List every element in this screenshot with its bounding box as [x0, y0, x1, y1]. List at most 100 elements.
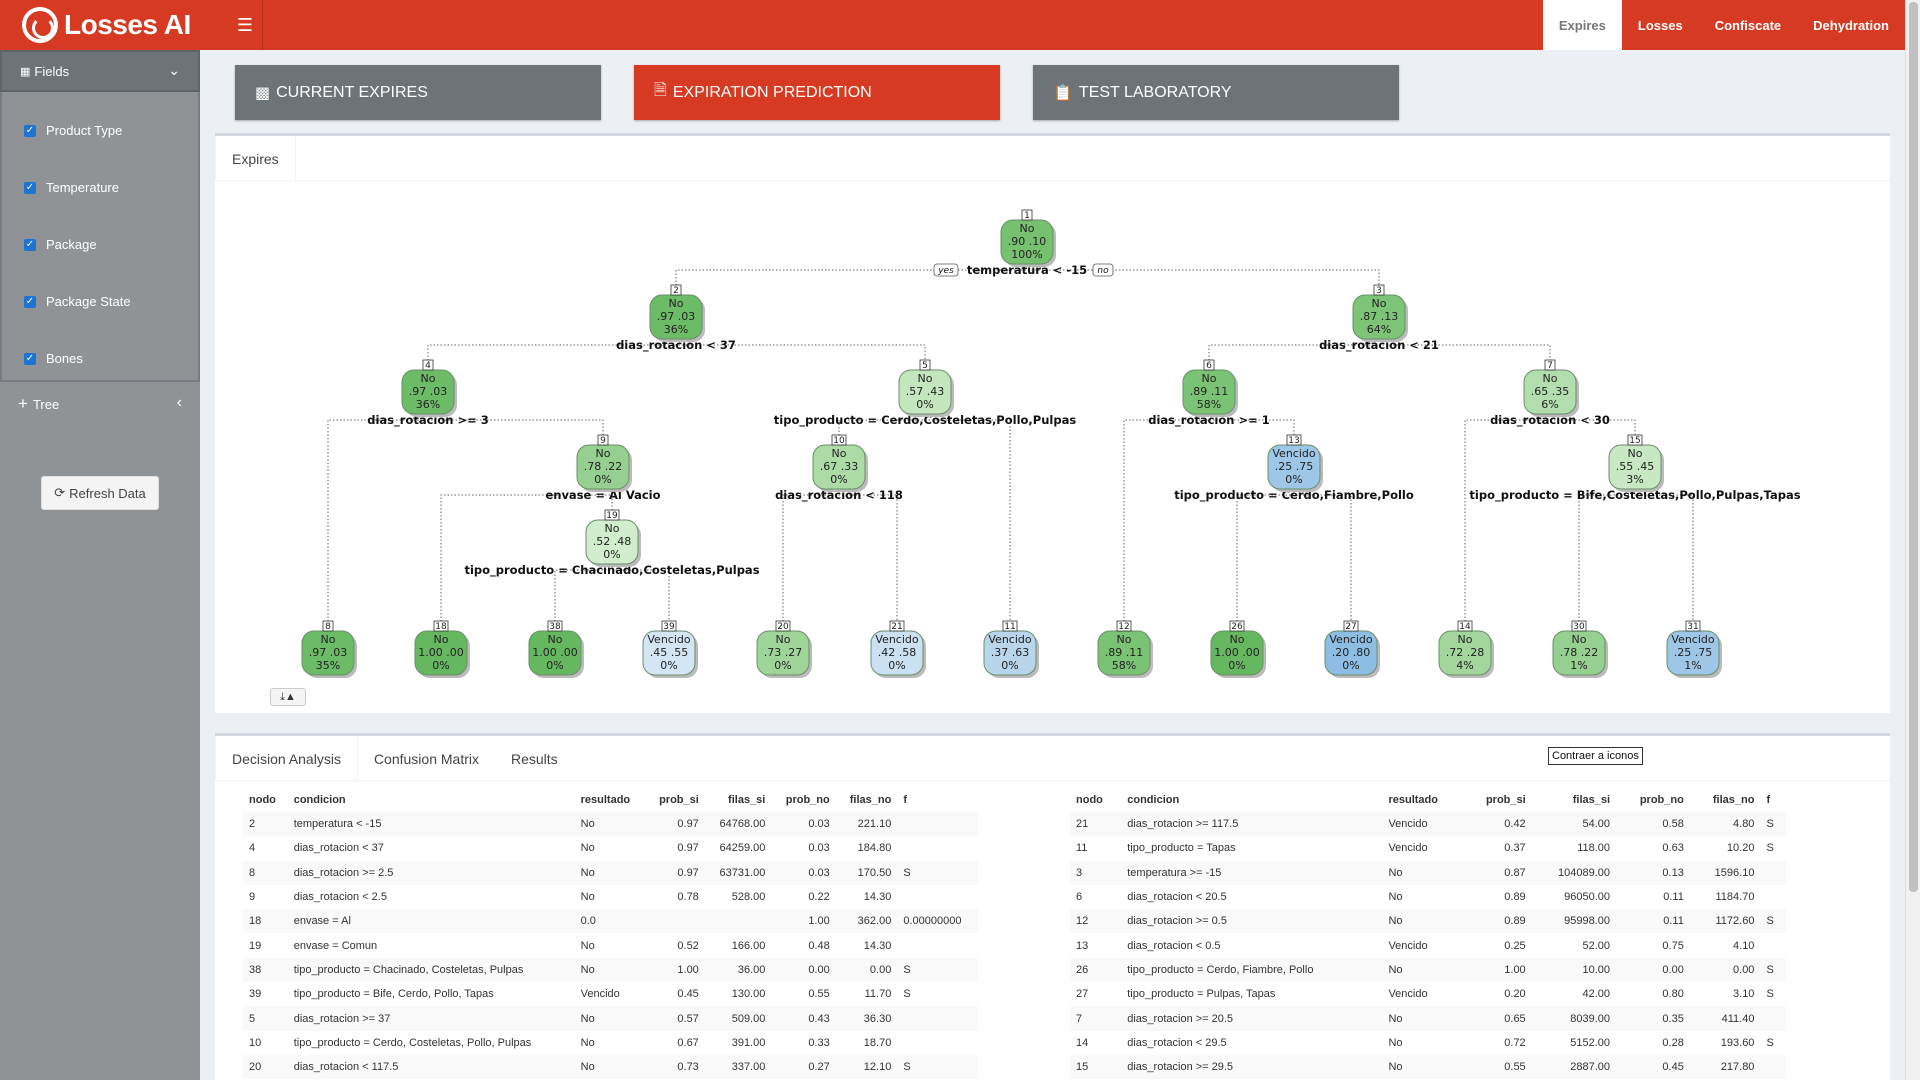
column-header[interactable]: prob_si — [1485, 794, 1526, 806]
refresh-data-button[interactable]: ⟳ Refresh Data — [41, 476, 159, 510]
table-cell: 0.72 — [1504, 1036, 1526, 1049]
table-cell: 0.97 — [645, 812, 705, 837]
column-header[interactable]: nodo — [249, 794, 276, 806]
field-checkbox-item[interactable]: ✓ Bones — [2, 330, 198, 387]
tab-confusion-matrix[interactable]: Confusion Matrix — [373, 750, 479, 767]
refresh-label: Refresh Data — [69, 485, 146, 501]
node-pct: 64% — [1367, 323, 1391, 336]
scrollbar-thumb[interactable] — [1909, 2, 1918, 892]
column-header[interactable]: filas_no — [849, 794, 892, 806]
table-cell: 0.00 — [835, 957, 898, 983]
table-cell: 1.00 — [645, 957, 705, 983]
table-cell: 0.22 — [808, 891, 830, 904]
table-cell: S — [903, 988, 911, 1001]
column-header[interactable]: prob_si — [659, 794, 699, 806]
current-expires-button[interactable]: ▩ CURRENT EXPIRES — [235, 65, 601, 120]
table-cell: Vencido — [1388, 988, 1428, 1001]
column-header[interactable]: resultado — [1388, 794, 1438, 806]
app-logo[interactable]: Losses AI — [0, 0, 263, 50]
node-id: 10 — [833, 436, 845, 446]
table-cell: 5152.00 — [1570, 1036, 1611, 1049]
test-laboratory-button[interactable]: 📋 TEST LABORATORY — [1033, 65, 1399, 120]
column-header[interactable]: filas_si — [1572, 794, 1611, 806]
node-cls: No — [605, 522, 620, 535]
checkbox[interactable]: ✓ — [24, 238, 36, 251]
table-cell — [704, 909, 772, 934]
tree-node[interactable]: 9No.78 .220% — [576, 434, 632, 492]
column-header[interactable]: prob_no — [785, 794, 830, 806]
column-header[interactable]: filas_no — [1712, 794, 1755, 806]
table-cell: 6 — [1076, 891, 1083, 904]
node-id: 21 — [891, 622, 902, 632]
nav-tab-losses[interactable]: Losses — [1637, 17, 1683, 33]
tree-section-header[interactable]: + Tree ‹ — [0, 382, 200, 426]
column-header[interactable]: f — [903, 794, 907, 806]
table-cell: 0.73 — [645, 1054, 705, 1080]
nav-tab-dehydration[interactable]: Dehydration — [1813, 17, 1889, 33]
field-checkbox-item[interactable]: ✓ Temperature — [2, 159, 198, 216]
tree-label: Tree — [32, 396, 60, 412]
checkbox[interactable]: ✓ — [24, 181, 36, 194]
tab-expires[interactable]: Expires — [215, 136, 296, 181]
table-cell: dias_rotacion < 20.5 — [1127, 891, 1227, 904]
table-cell: 0.13 — [1616, 860, 1690, 885]
column-header[interactable]: condicion — [293, 794, 346, 806]
column-header[interactable]: resultado — [580, 794, 631, 806]
tab-decision-analysis[interactable]: Decision Analysis — [215, 736, 358, 781]
field-checkbox-item[interactable]: ✓ Product Type — [2, 102, 198, 159]
column-header[interactable]: f — [1766, 794, 1771, 806]
column-header[interactable]: nodo — [1076, 794, 1103, 806]
no-text: no — [1097, 266, 1109, 276]
table-cell: tipo_producto = Pulpas, Tapas — [1127, 988, 1276, 1001]
table-cell: No — [580, 1036, 595, 1049]
checkbox[interactable]: ✓ — [24, 124, 36, 137]
fields-section-header[interactable]: ▦ Fields ⌄ — [0, 50, 200, 92]
table-cell: 39 — [249, 988, 262, 1001]
checkbox[interactable]: ✓ — [24, 352, 36, 365]
field-checkbox-item[interactable]: ✓ Package — [2, 216, 198, 273]
split-label: dias_rotacion < 37 — [616, 338, 736, 353]
field-checkbox-item[interactable]: ✓ Package State — [2, 273, 198, 330]
nav-tab-confiscate[interactable]: Confiscate — [1714, 17, 1782, 33]
expiration-prediction-button[interactable]: 🗎 EXPIRATION PREDICTION — [634, 65, 1000, 120]
page-scrollbar[interactable] — [1905, 0, 1920, 1080]
fields-label: Fields — [34, 63, 70, 79]
download-button[interactable]: ⤓▲ — [270, 688, 306, 706]
table-cell: 1184.70 — [1715, 891, 1755, 904]
tree-panel: Expires temperatura < -15 dias_rotacion <… — [215, 133, 1890, 713]
column-header[interactable]: condicion — [1127, 794, 1180, 806]
column-header[interactable]: prob_no — [1639, 794, 1684, 806]
sidebar-toggle-button[interactable]: ☰ — [228, 0, 263, 50]
nav-tab-expires[interactable]: Expires — [1542, 0, 1622, 50]
tree-node[interactable]: 5No.57 .430% — [898, 359, 954, 417]
tab-results[interactable]: Results — [510, 750, 558, 767]
column-header[interactable]: filas_si — [728, 794, 766, 806]
tree-node[interactable]: 7No.65 .356% — [1523, 359, 1579, 417]
table-cell — [897, 1006, 978, 1031]
checkbox[interactable]: ✓ — [24, 295, 36, 308]
tree-edge — [1123, 419, 1295, 625]
node-p: 1.00 .00 — [1214, 646, 1259, 659]
